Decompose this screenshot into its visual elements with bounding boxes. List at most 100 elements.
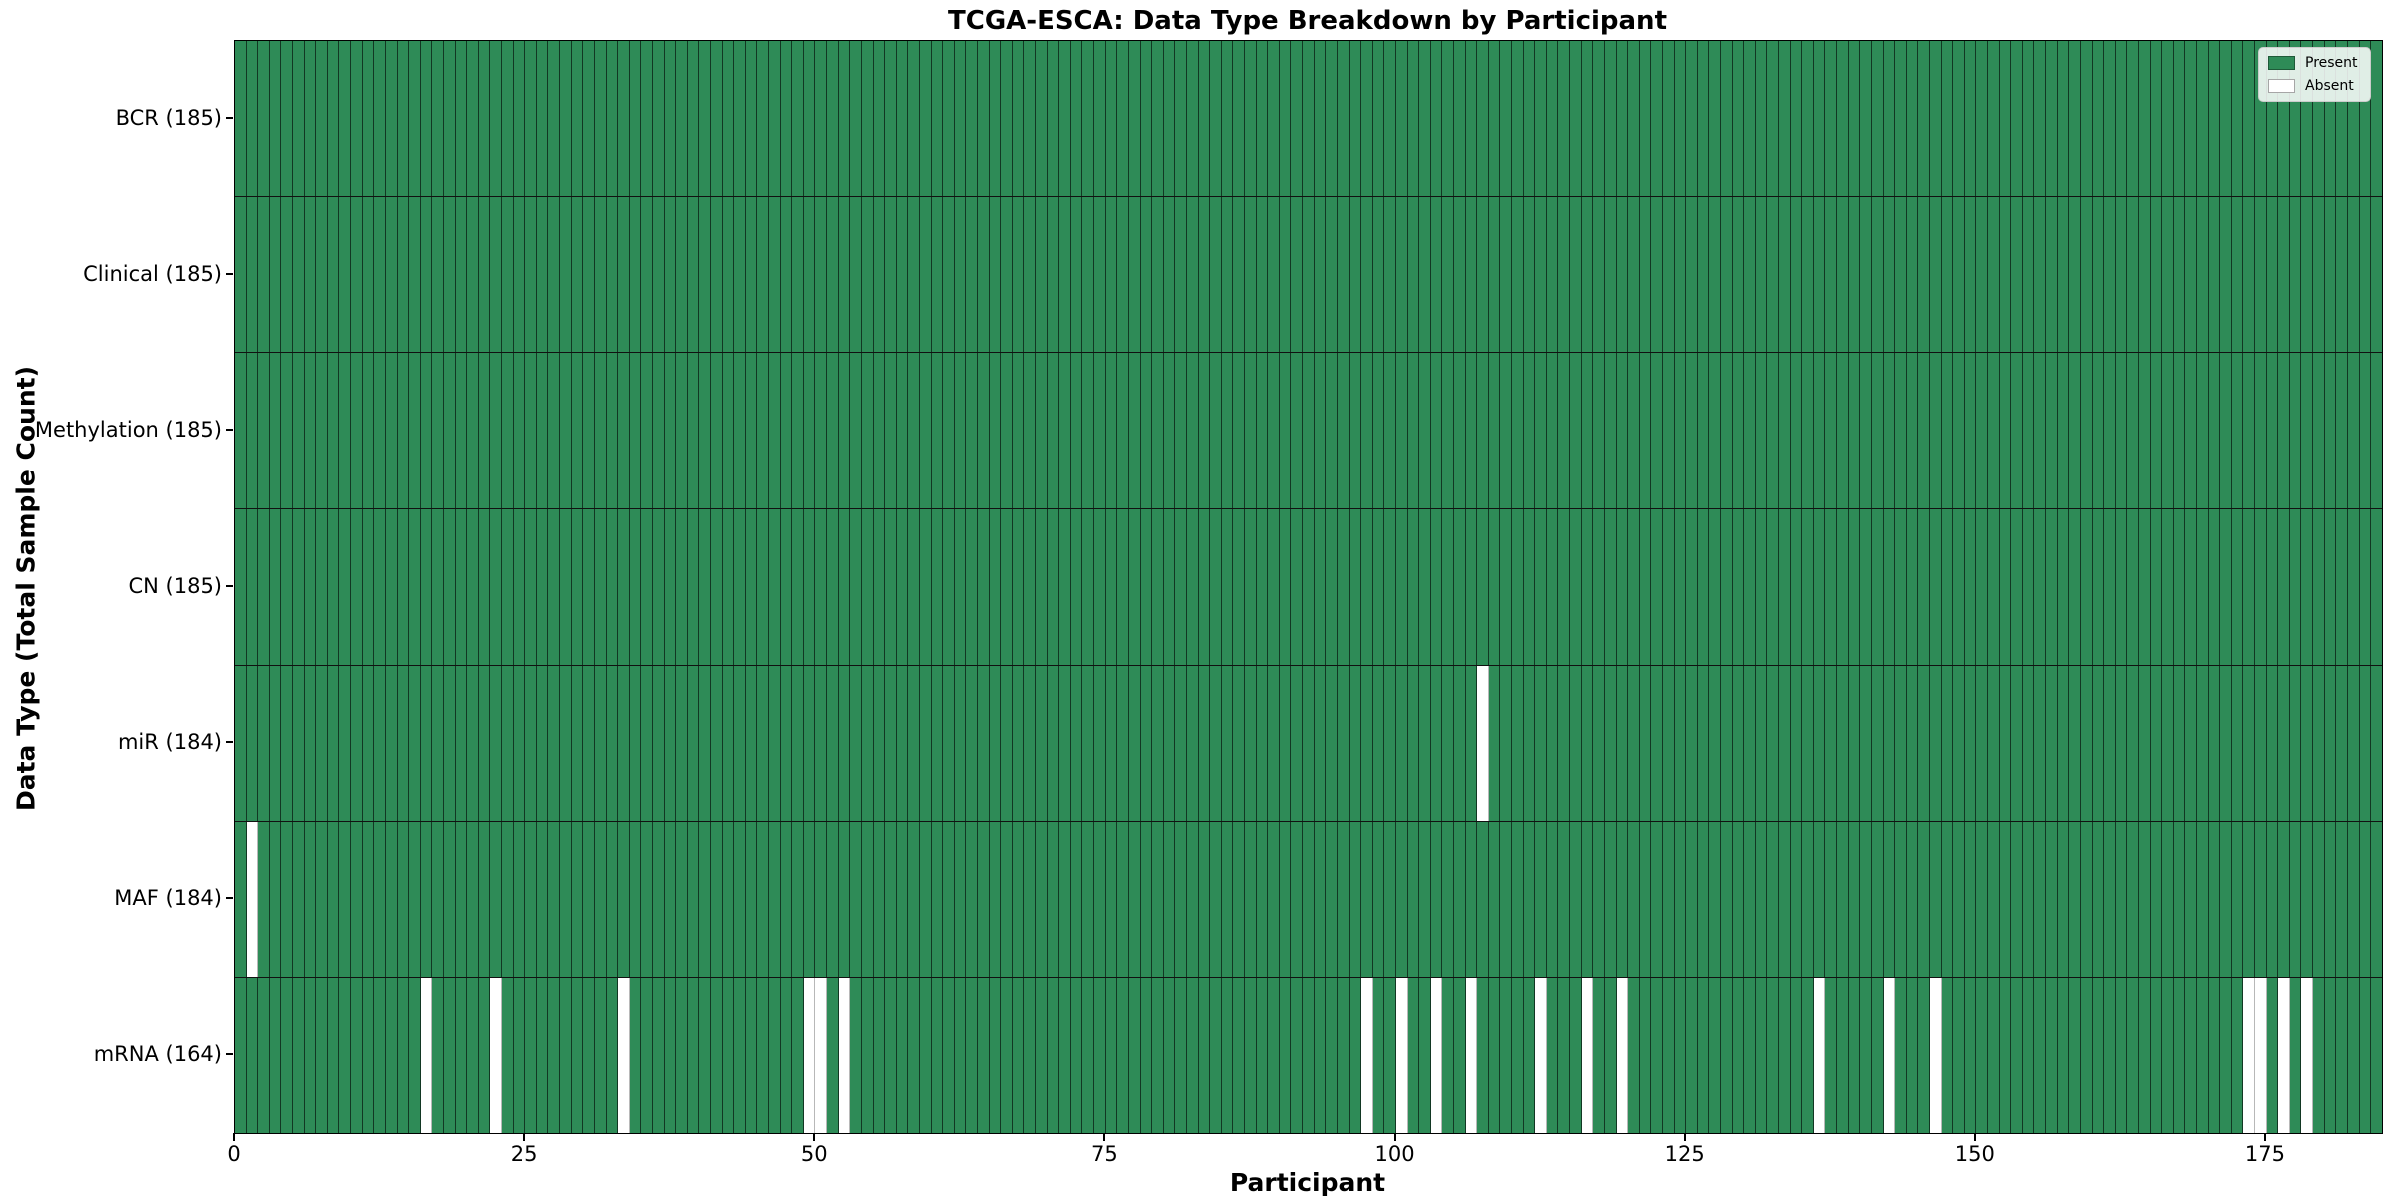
heatmap-cell	[2313, 353, 2325, 509]
heatmap-cell	[1024, 197, 1037, 353]
heatmap-cell	[351, 41, 363, 197]
heatmap-cell	[1976, 509, 1989, 665]
heatmap-cell	[757, 665, 770, 821]
heatmap-cell	[1094, 977, 1106, 1133]
heatmap-cell	[1163, 509, 1176, 665]
heatmap-cell	[246, 41, 259, 197]
heatmap-cell	[1419, 353, 1431, 509]
heatmap-cell	[420, 197, 433, 353]
heatmap-cell	[978, 665, 990, 821]
heatmap-cell	[1082, 197, 1095, 353]
heatmap-cell	[1790, 665, 1803, 821]
heatmap-cell	[327, 197, 340, 353]
heatmap-cell	[1268, 821, 1280, 977]
heatmap-cell	[803, 977, 816, 1133]
heatmap-cell	[1233, 821, 1246, 977]
heatmap-cell	[2092, 821, 2105, 977]
heatmap-cell	[1210, 665, 1222, 821]
heatmap-cell	[1163, 665, 1176, 821]
heatmap-cell	[1059, 353, 1071, 509]
heatmap-cell	[432, 197, 444, 353]
heatmap-cell	[1117, 509, 1129, 665]
heatmap-cell	[2034, 821, 2047, 977]
heatmap-cell	[1384, 665, 1396, 821]
heatmap-cell	[1941, 665, 1954, 821]
heatmap-cell	[2185, 41, 2197, 197]
heatmap-cell	[931, 509, 944, 665]
heatmap-cell	[478, 41, 491, 197]
heatmap-cell	[467, 197, 479, 353]
heatmap-cell	[478, 977, 491, 1133]
heatmap-cell	[606, 41, 619, 197]
heatmap-cell	[1233, 41, 1246, 197]
heatmap-cell	[1593, 977, 1605, 1133]
heatmap-cell	[583, 353, 595, 509]
heatmap-cell	[850, 41, 862, 197]
heatmap-cell	[1477, 821, 1489, 977]
heatmap-cell	[258, 353, 270, 509]
heatmap-cell	[269, 509, 282, 665]
heatmap-cell	[1175, 353, 1187, 509]
heatmap-cell	[293, 509, 305, 665]
heatmap-cell	[1721, 977, 1733, 1133]
heatmap-cell	[293, 977, 305, 1133]
heatmap-cell	[1535, 41, 1547, 197]
heatmap-cell	[1186, 41, 1199, 197]
heatmap-cell	[409, 665, 421, 821]
heatmap-cell	[1686, 197, 1698, 353]
heatmap-cell	[1140, 665, 1153, 821]
heatmap-cell	[745, 41, 758, 197]
heatmap-cell	[1628, 821, 1640, 977]
heatmap-cell	[2208, 509, 2221, 665]
heatmap-cell	[1523, 353, 1536, 509]
heatmap-cell	[362, 41, 375, 197]
heatmap-cell	[850, 353, 862, 509]
heatmap-cell	[304, 197, 317, 353]
heatmap-cell	[1535, 665, 1547, 821]
heatmap-row-mRNA	[235, 976, 2382, 1133]
heatmap-cell	[1488, 197, 1501, 353]
heatmap-cell	[919, 353, 932, 509]
legend-entry-present: Present	[2268, 55, 2358, 71]
heatmap-cell	[2057, 41, 2070, 197]
heatmap-cell	[618, 977, 630, 1133]
heatmap-cell	[2069, 665, 2081, 821]
heatmap-cell	[1198, 665, 1211, 821]
heatmap-cell	[1988, 41, 2000, 197]
heatmap-cell	[1929, 197, 1942, 353]
heatmap-cell	[710, 665, 723, 821]
heatmap-cell	[2150, 353, 2163, 509]
heatmap-cell	[2057, 509, 2070, 665]
heatmap-cell	[1651, 509, 1663, 665]
heatmap-cell	[1616, 509, 1629, 665]
heatmap-cell	[571, 41, 584, 197]
heatmap-cell	[1918, 821, 1930, 977]
heatmap-cell	[513, 821, 526, 977]
heatmap-cell	[1453, 977, 1466, 1133]
heatmap-cell	[1628, 353, 1640, 509]
heatmap-cell	[896, 509, 909, 665]
heatmap-cell	[536, 197, 549, 353]
heatmap-cell	[235, 353, 247, 509]
heatmap-cell	[1837, 821, 1849, 977]
heatmap-cell	[374, 665, 386, 821]
heatmap-cell	[2034, 353, 2047, 509]
heatmap-cell	[327, 977, 340, 1133]
heatmap-cell	[1186, 977, 1199, 1133]
heatmap-cell	[2069, 977, 2081, 1133]
legend-swatch-absent	[2268, 79, 2295, 93]
heatmap-cell	[1802, 353, 1814, 509]
heatmap-cell	[1407, 977, 1420, 1133]
heatmap-cell	[1709, 197, 1721, 353]
heatmap-cell	[1860, 509, 1872, 665]
heatmap-cell	[409, 977, 421, 1133]
heatmap-cell	[1871, 41, 1884, 197]
heatmap-cell	[676, 509, 688, 665]
heatmap-cell	[1326, 197, 1338, 353]
heatmap-cell	[1395, 509, 1408, 665]
heatmap-cell	[2336, 509, 2348, 665]
heatmap-cell	[2022, 197, 2035, 353]
heatmap-cell	[1245, 977, 1257, 1133]
heatmap-cell	[1906, 821, 1919, 977]
heatmap-cell	[502, 41, 514, 197]
